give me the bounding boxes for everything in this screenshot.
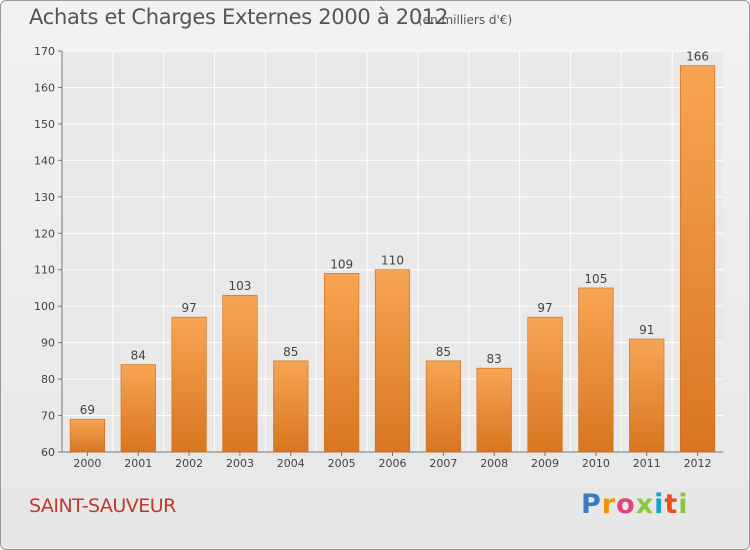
y-tick-label: 70 xyxy=(41,410,55,423)
logo-letter: t xyxy=(664,489,679,520)
tick-labels: 60 70 80 90 100 110 120 130 140 150 160 170 2000 2001… xyxy=(34,45,712,470)
x-tick-label: 2011 xyxy=(633,457,661,470)
commune-name: SAINT-SAUVEUR xyxy=(29,495,176,517)
bar xyxy=(273,360,309,453)
bar xyxy=(171,316,207,453)
bar xyxy=(578,287,614,453)
y-tick-label: 80 xyxy=(41,373,55,386)
bar xyxy=(679,65,716,453)
bar xyxy=(527,316,563,453)
y-tick-label: 60 xyxy=(41,446,55,459)
x-tick-label: 2002 xyxy=(175,457,203,470)
data-label: 85 xyxy=(283,345,298,359)
data-label: 105 xyxy=(584,272,607,286)
x-tick-label: 2000 xyxy=(73,457,101,470)
x-tick-label: 2012 xyxy=(684,457,712,470)
bar xyxy=(222,294,258,453)
bar xyxy=(374,269,411,453)
logo-letter: P xyxy=(581,489,602,520)
x-tick-label: 2008 xyxy=(480,457,508,470)
y-tick-label: 140 xyxy=(34,154,55,167)
bar xyxy=(476,367,512,453)
logo-letter: i xyxy=(678,489,689,520)
y-tick-label: 90 xyxy=(41,337,55,350)
x-tick-label: 2004 xyxy=(277,457,305,470)
y-tick-label: 160 xyxy=(34,81,55,94)
bar xyxy=(69,418,106,453)
logo-letter: x xyxy=(635,489,655,520)
y-tick-label: 110 xyxy=(34,264,55,277)
data-label: 166 xyxy=(686,50,709,64)
data-label: 83 xyxy=(487,352,502,366)
x-tick-label: 2009 xyxy=(531,457,559,470)
chart-title: Achats et Charges Externes 2000 à 2012 xyxy=(29,5,449,29)
x-tick-label: 2003 xyxy=(226,457,254,470)
data-label: 97 xyxy=(181,301,196,315)
bars xyxy=(69,65,716,453)
data-label: 103 xyxy=(229,279,252,293)
data-labels: 69 84 97 103 85 109 110 85 83 97 105 91 166 xyxy=(80,50,709,418)
bar xyxy=(324,273,360,453)
bar xyxy=(425,360,461,453)
y-tick-label: 120 xyxy=(34,227,55,240)
logo-letter: r xyxy=(601,489,617,520)
bar xyxy=(120,364,156,453)
x-tick-label: 2005 xyxy=(328,457,356,470)
logo-letter: o xyxy=(616,489,636,520)
x-tick-label: 2010 xyxy=(582,457,610,470)
y-tick-label: 170 xyxy=(34,45,55,58)
y-tick-label: 100 xyxy=(34,300,55,313)
data-label: 69 xyxy=(80,403,95,417)
y-tick-label: 130 xyxy=(34,191,55,204)
logo-letter: i xyxy=(654,489,665,520)
x-tick-label: 2006 xyxy=(379,457,407,470)
chart-subtitle: (en milliers d'€) xyxy=(418,13,513,27)
y-tick-label: 150 xyxy=(34,118,55,131)
data-label: 97 xyxy=(537,301,552,315)
data-label: 91 xyxy=(639,323,654,337)
data-label: 109 xyxy=(330,257,353,271)
x-tick-label: 2007 xyxy=(429,457,457,470)
proxiti-logo: Proxiti xyxy=(581,489,689,520)
data-label: 110 xyxy=(381,254,404,268)
data-label: 85 xyxy=(436,345,451,359)
x-tick-label: 2001 xyxy=(124,457,152,470)
data-label: 84 xyxy=(131,349,146,363)
bar xyxy=(629,338,665,453)
